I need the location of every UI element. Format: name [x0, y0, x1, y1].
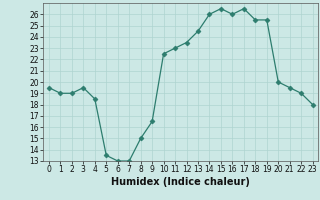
X-axis label: Humidex (Indice chaleur): Humidex (Indice chaleur) [111, 177, 250, 187]
